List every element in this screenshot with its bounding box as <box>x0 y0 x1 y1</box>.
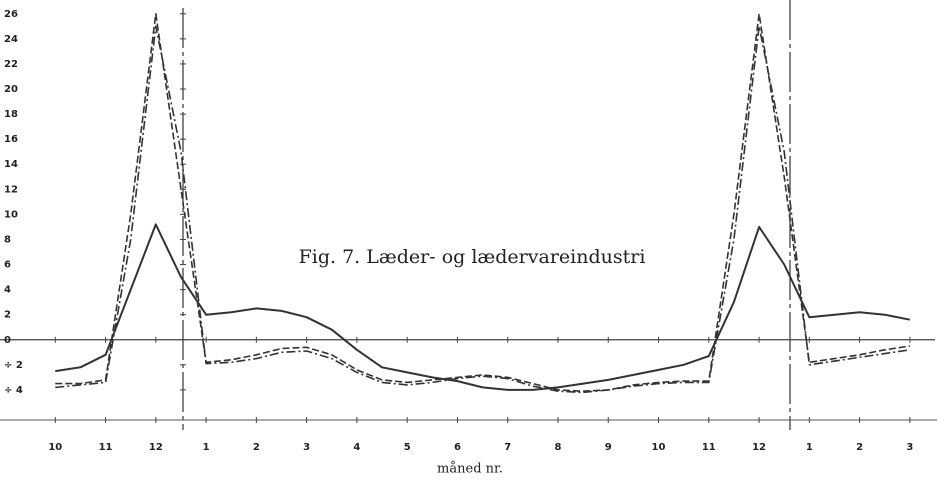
y-tick-label: 6 <box>4 260 11 271</box>
x-tick-label: 12 <box>752 442 766 453</box>
x-tick-label: 6 <box>454 442 461 453</box>
y-tick-label: 24 <box>4 34 18 45</box>
x-tick-label: 11 <box>99 442 113 453</box>
x-tick-label: 3 <box>906 442 913 453</box>
x-tick-label: 4 <box>353 442 360 453</box>
y-tick-label: 20 <box>4 84 18 95</box>
y-tick-label: 4 <box>4 285 11 296</box>
series-line <box>55 25 911 394</box>
y-tick-label: ÷ 4 <box>4 385 23 396</box>
y-tick-label: 26 <box>4 9 18 20</box>
y-tick-label: 18 <box>4 109 18 120</box>
x-tick-label: 9 <box>605 442 612 453</box>
x-tick-label: 2 <box>253 442 260 453</box>
chart-title: Fig. 7. Læder- og lædervareindustri <box>299 246 646 268</box>
x-tick-label: 10 <box>48 442 62 453</box>
x-tick-label: 7 <box>504 442 511 453</box>
y-tick-label: 8 <box>4 234 11 245</box>
x-tick-label: 8 <box>554 442 561 453</box>
y-tick-label: 2 <box>4 310 11 321</box>
x-tick-label: 1 <box>806 442 813 453</box>
y-tick-label: 0 <box>4 335 11 346</box>
y-tick-label: ÷ 2 <box>4 360 23 371</box>
y-tick-label: 22 <box>4 59 18 70</box>
x-tick-label: 3 <box>303 442 310 453</box>
x-tick-label: 12 <box>149 442 163 453</box>
x-tick-label: 10 <box>652 442 666 453</box>
y-tick-label: 14 <box>4 159 18 170</box>
x-tick-label: 5 <box>404 442 411 453</box>
x-tick-label: 2 <box>856 442 863 453</box>
y-tick-label: 12 <box>4 184 18 195</box>
y-tick-label: 10 <box>4 209 18 220</box>
x-tick-label: 11 <box>702 442 716 453</box>
y-tick-label: 16 <box>4 134 18 145</box>
x-axis-label: måned nr. <box>437 461 503 477</box>
x-tick-label: 1 <box>203 442 210 453</box>
